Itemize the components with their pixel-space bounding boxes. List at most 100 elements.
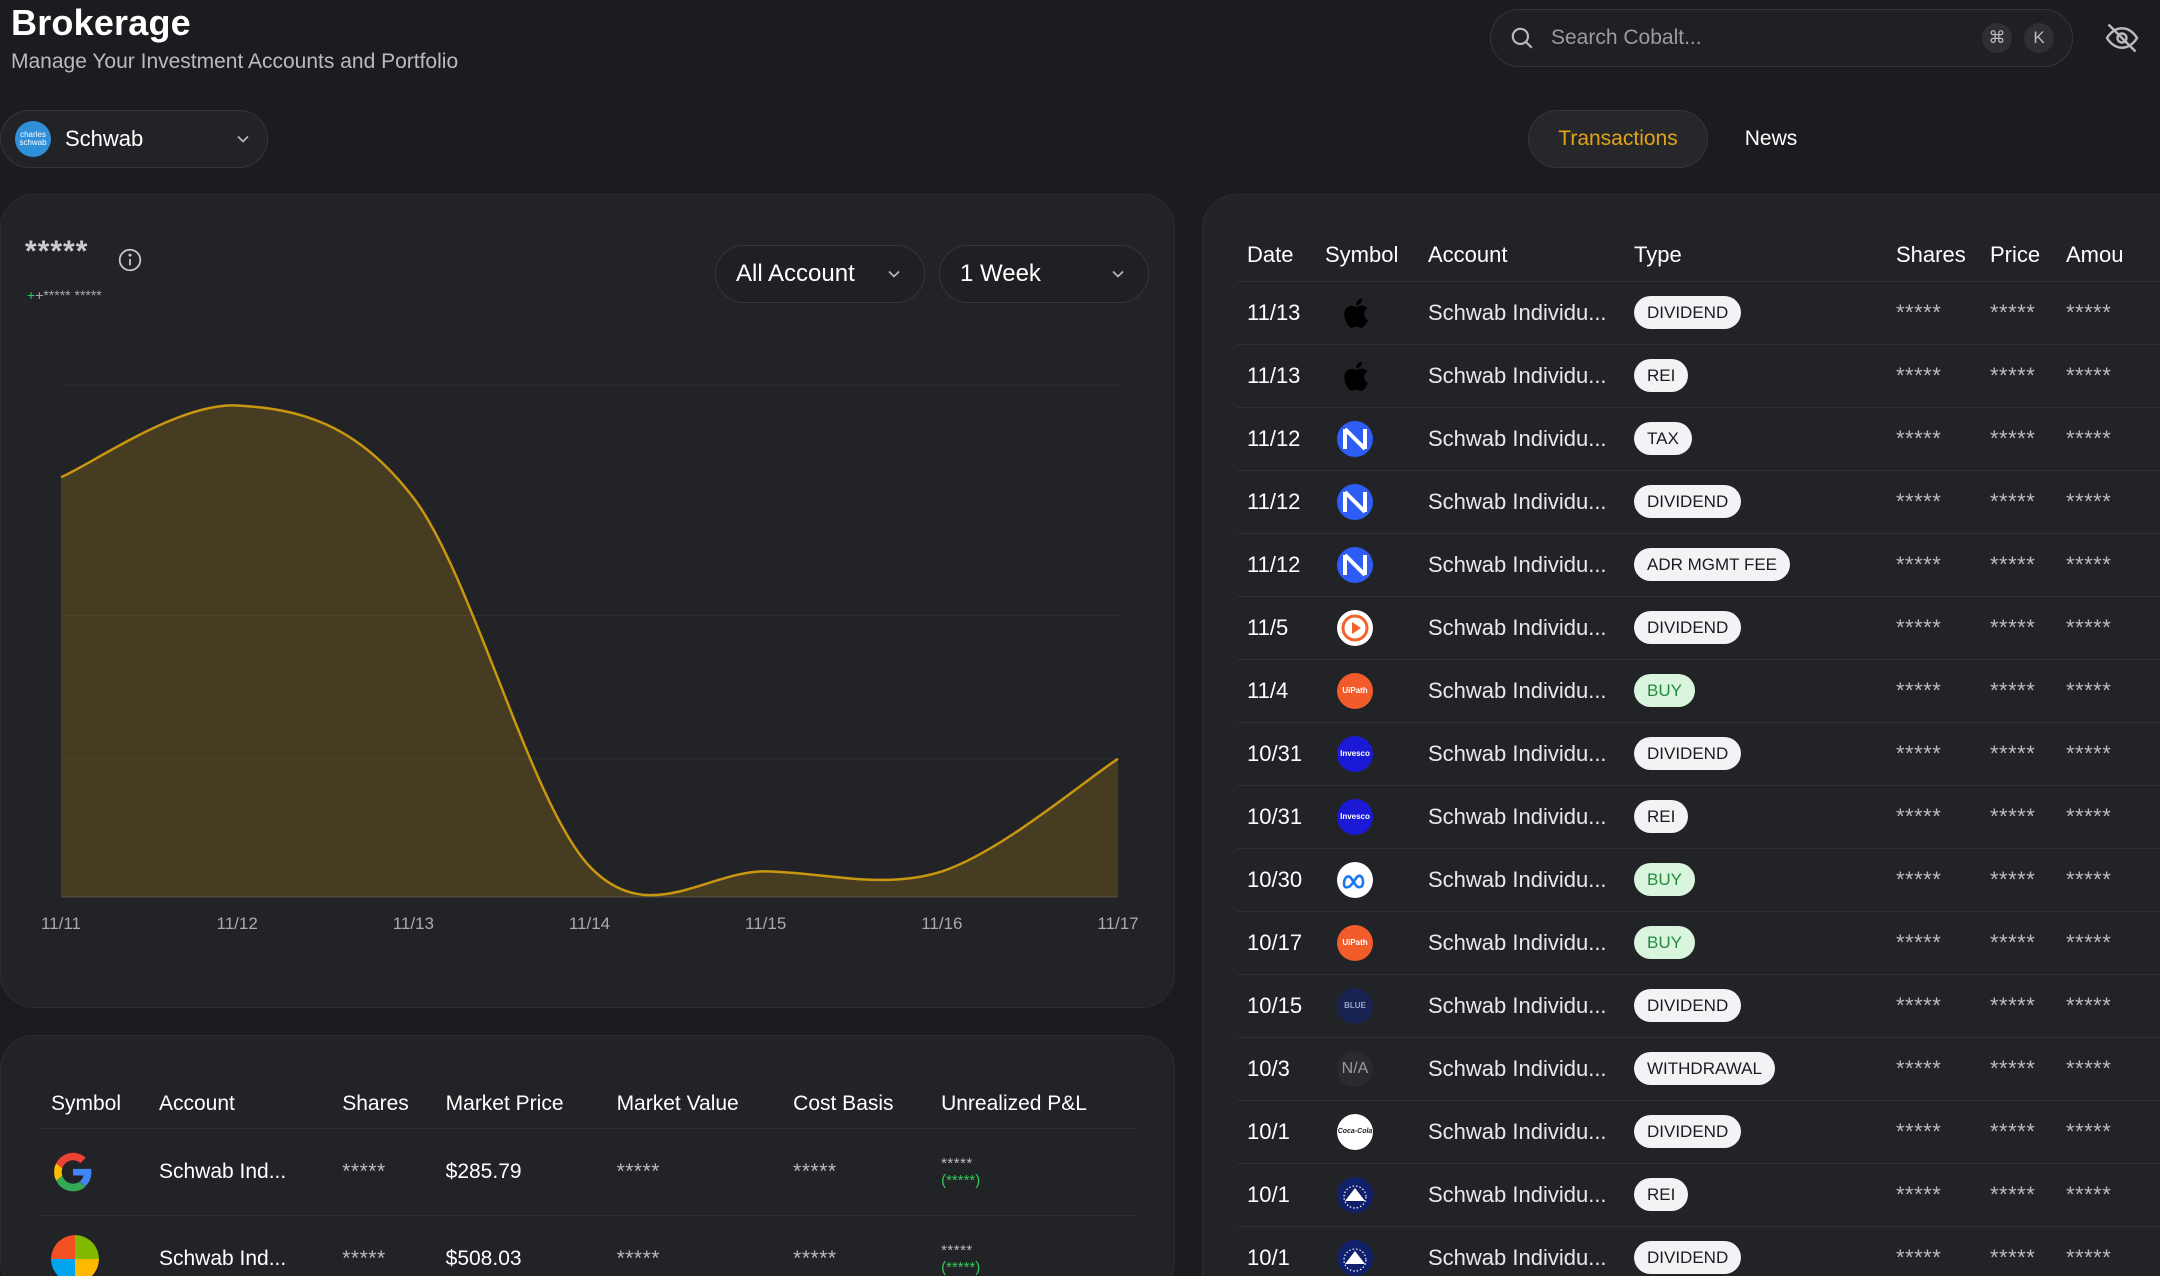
transaction-date: 11/13 — [1237, 344, 1315, 408]
transaction-symbol-cell — [1315, 848, 1418, 912]
holding-shares: ***** — [330, 1128, 434, 1216]
transaction-account: Schwab Individu... — [1418, 533, 1624, 597]
x-tick-label: 11/12 — [217, 914, 258, 933]
transaction-date: 11/13 — [1237, 281, 1315, 345]
transaction-account: Schwab Individu... — [1418, 1100, 1624, 1164]
info-icon[interactable] — [117, 247, 143, 273]
transaction-price: ***** — [1980, 1100, 2056, 1164]
transaction-row[interactable]: 11/12 Schwab Individu... TAX ***** ***** ****… — [1237, 407, 2160, 471]
transaction-row[interactable]: 10/1 Schwab Individu... DIVIDEND ***** *****… — [1237, 1226, 2160, 1276]
transaction-amount: ***** — [2056, 1163, 2160, 1227]
transaction-row[interactable]: 11/5 Schwab Individu... DIVIDEND ***** *****… — [1237, 596, 2160, 660]
range-filter-dropdown[interactable]: 1 Week — [939, 245, 1149, 303]
transaction-account: Schwab Individu... — [1418, 1226, 1624, 1276]
transaction-symbol-cell — [1315, 281, 1418, 345]
transaction-type-badge: BUY — [1634, 674, 1695, 707]
transaction-row[interactable]: 10/1 Coca-Cola Schwab Individu... DIVIDEND *… — [1237, 1100, 2160, 1164]
transaction-type-badge: DIVIDEND — [1634, 1241, 1742, 1274]
holdings-row[interactable]: Schwab Ind... ***** $508.03 ***** ***** *****… — [39, 1215, 1137, 1276]
holdings-header-cell[interactable]: Cost Basis — [781, 1080, 930, 1129]
hide-values-icon[interactable] — [2104, 20, 2140, 56]
transaction-row[interactable]: 10/15 BLUE Schwab Individu... DIVIDEND *****… — [1237, 974, 2160, 1038]
transaction-row[interactable]: 11/13 Schwab Individu... DIVIDEND ***** ****… — [1237, 281, 2160, 345]
holding-unrealized-pnl: ***** (*****) — [929, 1215, 1137, 1276]
holdings-header-cell[interactable]: Symbol — [39, 1080, 147, 1129]
transaction-shares: ***** — [1886, 1226, 1980, 1276]
transaction-row[interactable]: 11/12 Schwab Individu... DIVIDEND ***** ****… — [1237, 470, 2160, 534]
transactions-header-cell[interactable]: Shares — [1886, 229, 1980, 282]
tab-news[interactable]: News — [1744, 127, 1798, 150]
portfolio-chart-card: ***** ++***** ***** All Account 1 Week 1… — [0, 194, 1175, 1008]
transaction-type-cell: DIVIDEND — [1624, 1100, 1886, 1164]
transaction-type-badge: BUY — [1634, 863, 1695, 896]
transaction-type-cell: DIVIDEND — [1624, 722, 1886, 786]
account-selector[interactable]: charles schwab Schwab — [0, 110, 268, 168]
transaction-row[interactable]: 10/31 Invesco Schwab Individu... DIVIDEND **… — [1237, 722, 2160, 786]
transaction-price: ***** — [1980, 1226, 2056, 1276]
transactions-card: Date Symbol Account Type Shares Price Amou 11/… — [1202, 194, 2160, 1276]
n-blue-icon — [1337, 546, 1373, 583]
holdings-header-cell[interactable]: Market Value — [604, 1080, 782, 1129]
transaction-price: ***** — [1980, 470, 2056, 534]
apple-icon — [1337, 358, 1373, 394]
transaction-shares: ***** — [1886, 722, 1980, 786]
tab-transactions[interactable]: Transactions — [1528, 110, 1708, 168]
holdings-header-cell[interactable]: Unrealized P&L — [929, 1080, 1137, 1129]
transaction-row[interactable]: 11/12 Schwab Individu... ADR MGMT FEE *****… — [1237, 533, 2160, 597]
transaction-symbol-cell: Invesco — [1315, 722, 1418, 786]
transaction-row[interactable]: 10/31 Invesco Schwab Individu... REI ***** **… — [1237, 785, 2160, 849]
series-line — [60, 404, 1119, 897]
transactions-header-cell[interactable]: Type — [1624, 229, 1886, 282]
google-icon — [51, 1150, 95, 1194]
transaction-amount: ***** — [2056, 722, 2160, 786]
transaction-account: Schwab Individu... — [1418, 722, 1624, 786]
chevron-down-icon — [1112, 270, 1124, 278]
transaction-row[interactable]: 11/4 UiPath Schwab Individu... BUY ***** ****… — [1237, 659, 2160, 723]
transaction-account: Schwab Individu... — [1418, 911, 1624, 975]
transaction-type-badge: DIVIDEND — [1634, 989, 1742, 1022]
transaction-row[interactable]: 10/3 N/A Schwab Individu... WITHDRAWAL *****… — [1237, 1037, 2160, 1101]
page-subtitle: Manage Your Investment Accounts and Port… — [11, 50, 459, 73]
transaction-row[interactable]: 10/1 Schwab Individu... REI ***** ***** ***** — [1237, 1163, 2160, 1227]
x-tick-label: 11/14 — [569, 914, 610, 933]
transaction-shares: ***** — [1886, 407, 1980, 471]
transaction-shares: ***** — [1886, 974, 1980, 1038]
transactions-header-cell[interactable]: Amou — [2056, 229, 2160, 282]
transactions-header-cell[interactable]: Account — [1418, 229, 1624, 282]
transaction-type-cell: TAX — [1624, 407, 1886, 471]
transaction-row[interactable]: 10/30 Schwab Individu... BUY ***** ***** ****… — [1237, 848, 2160, 912]
holdings-row[interactable]: Schwab Ind... ***** $285.79 ***** ***** *****… — [39, 1128, 1137, 1216]
transaction-price: ***** — [1980, 722, 2056, 786]
x-tick-label: 11/16 — [921, 914, 962, 933]
holdings-header-cell[interactable]: Market Price — [433, 1080, 605, 1129]
paramount-icon — [1337, 1176, 1373, 1213]
transaction-symbol-cell: Invesco — [1315, 785, 1418, 849]
search-input[interactable] — [1551, 26, 1970, 50]
transaction-type-cell: DIVIDEND — [1624, 281, 1886, 345]
transaction-row[interactable]: 11/13 Schwab Individu... REI ***** ***** ****… — [1237, 344, 2160, 408]
transactions-header-cell[interactable]: Symbol — [1315, 229, 1418, 282]
holdings-header-cell[interactable]: Shares — [330, 1080, 434, 1129]
n-blue-icon — [1337, 420, 1373, 457]
transaction-symbol-cell: UiPath — [1315, 659, 1418, 723]
transaction-row[interactable]: 10/17 UiPath Schwab Individu... BUY ***** ***… — [1237, 911, 2160, 975]
holdings-header-cell[interactable]: Account — [146, 1080, 331, 1129]
transaction-shares: ***** — [1886, 344, 1980, 408]
transactions-header-cell[interactable]: Price — [1980, 229, 2056, 282]
transaction-type-cell: DIVIDEND — [1624, 596, 1886, 660]
portfolio-change: ++***** ***** — [27, 287, 102, 303]
transaction-shares: ***** — [1886, 533, 1980, 597]
account-filter-dropdown[interactable]: All Account — [715, 245, 925, 303]
holding-unrealized-pnl: ***** (*****) — [929, 1128, 1137, 1216]
navy-icon: BLUE — [1337, 987, 1373, 1024]
transaction-date: 10/3 — [1237, 1037, 1315, 1101]
search-icon — [1511, 27, 1533, 49]
transactions-header-cell[interactable]: Date — [1237, 229, 1315, 282]
x-tick-label: 11/17 — [1097, 914, 1138, 933]
transaction-price: ***** — [1980, 785, 2056, 849]
holdings-table: Symbol Account Shares Market Price Market Va… — [39, 1080, 1137, 1276]
pnl-percent: (*****) — [941, 1171, 981, 1189]
range-filter-label: 1 Week — [960, 260, 1041, 287]
search-bar[interactable]: ⌘ K — [1490, 9, 2073, 67]
pnl-percent: (*****) — [941, 1258, 981, 1276]
